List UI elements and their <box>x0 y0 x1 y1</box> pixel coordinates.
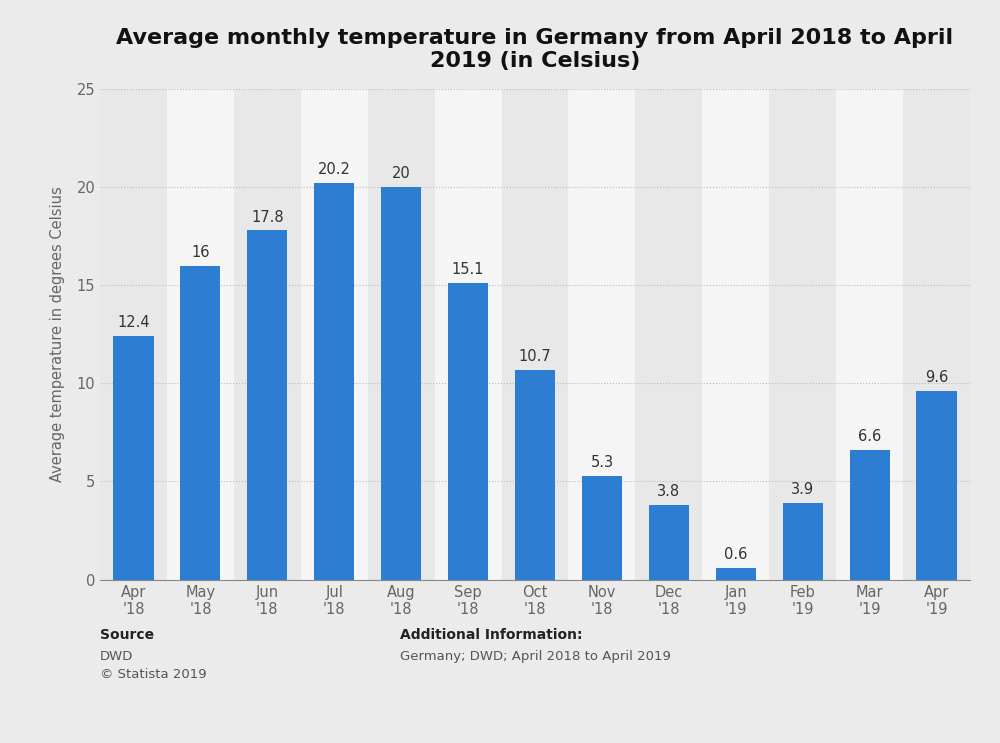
Bar <box>234 89 301 580</box>
Text: 17.8: 17.8 <box>251 210 284 224</box>
Text: 20: 20 <box>392 166 411 181</box>
Text: 20.2: 20.2 <box>318 163 351 178</box>
Bar <box>167 89 234 580</box>
Bar <box>100 89 167 580</box>
Text: 16: 16 <box>191 244 210 260</box>
Bar <box>515 370 555 580</box>
Bar <box>368 89 435 580</box>
Bar <box>301 89 368 580</box>
Text: 5.3: 5.3 <box>590 455 613 470</box>
Bar <box>783 503 823 580</box>
Text: 3.9: 3.9 <box>791 482 814 497</box>
Text: 12.4: 12.4 <box>117 316 150 331</box>
Text: DWD
© Statista 2019: DWD © Statista 2019 <box>100 650 207 681</box>
Bar <box>716 568 756 580</box>
Bar <box>113 337 154 580</box>
Bar <box>702 89 769 580</box>
Bar <box>180 266 220 580</box>
Text: 10.7: 10.7 <box>519 348 551 364</box>
Bar <box>502 89 568 580</box>
Bar <box>649 505 689 580</box>
Y-axis label: Average temperature in degrees Celsius: Average temperature in degrees Celsius <box>50 186 65 482</box>
Text: Source: Source <box>100 628 154 642</box>
Text: 3.8: 3.8 <box>657 484 680 499</box>
Bar <box>836 89 903 580</box>
Text: 9.6: 9.6 <box>925 370 948 386</box>
Text: Additional Information:: Additional Information: <box>400 628 582 642</box>
Bar <box>568 89 635 580</box>
Title: Average monthly temperature in Germany from April 2018 to April
2019 (in Celsius: Average monthly temperature in Germany f… <box>116 27 954 71</box>
Bar <box>903 89 970 580</box>
Bar <box>635 89 702 580</box>
Text: 0.6: 0.6 <box>724 547 747 562</box>
Text: 15.1: 15.1 <box>452 262 484 277</box>
Bar <box>314 184 354 580</box>
Bar <box>435 89 502 580</box>
Bar <box>850 450 890 580</box>
Bar <box>769 89 836 580</box>
Text: 6.6: 6.6 <box>858 429 881 444</box>
Bar <box>448 283 488 580</box>
Bar <box>916 392 957 580</box>
Bar <box>582 476 622 580</box>
Text: Germany; DWD; April 2018 to April 2019: Germany; DWD; April 2018 to April 2019 <box>400 650 671 663</box>
Bar <box>247 230 287 580</box>
Bar <box>381 187 421 580</box>
